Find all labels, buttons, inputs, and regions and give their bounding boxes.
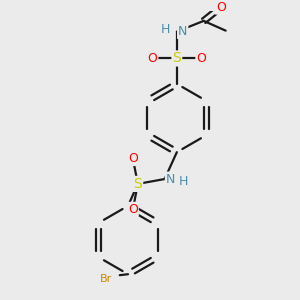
Text: N: N <box>178 25 188 38</box>
Text: O: O <box>196 52 206 65</box>
Text: O: O <box>128 203 138 216</box>
Text: N: N <box>166 172 175 185</box>
Text: S: S <box>172 52 181 65</box>
Text: H: H <box>160 23 170 36</box>
Text: O: O <box>216 1 226 14</box>
Text: H: H <box>178 175 188 188</box>
Text: S: S <box>134 177 142 191</box>
Text: Br: Br <box>100 274 112 284</box>
Text: O: O <box>148 52 158 65</box>
Text: O: O <box>128 152 138 165</box>
